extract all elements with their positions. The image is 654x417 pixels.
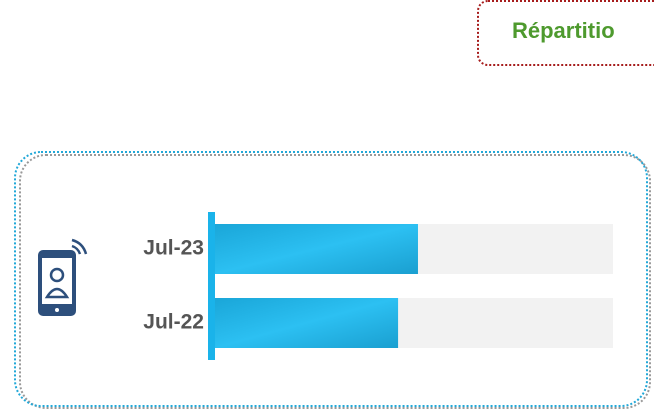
bar <box>215 298 399 348</box>
y-tick-label: Jul-22 <box>143 311 204 334</box>
title-box <box>477 0 654 66</box>
panel <box>14 151 648 407</box>
axis-line <box>208 212 215 360</box>
chart-title: Répartitio <box>512 18 615 43</box>
bar <box>215 224 418 274</box>
y-tick-label: Jul-23 <box>143 237 204 260</box>
phone-icon <box>38 238 88 316</box>
panel-shadow <box>19 154 651 409</box>
